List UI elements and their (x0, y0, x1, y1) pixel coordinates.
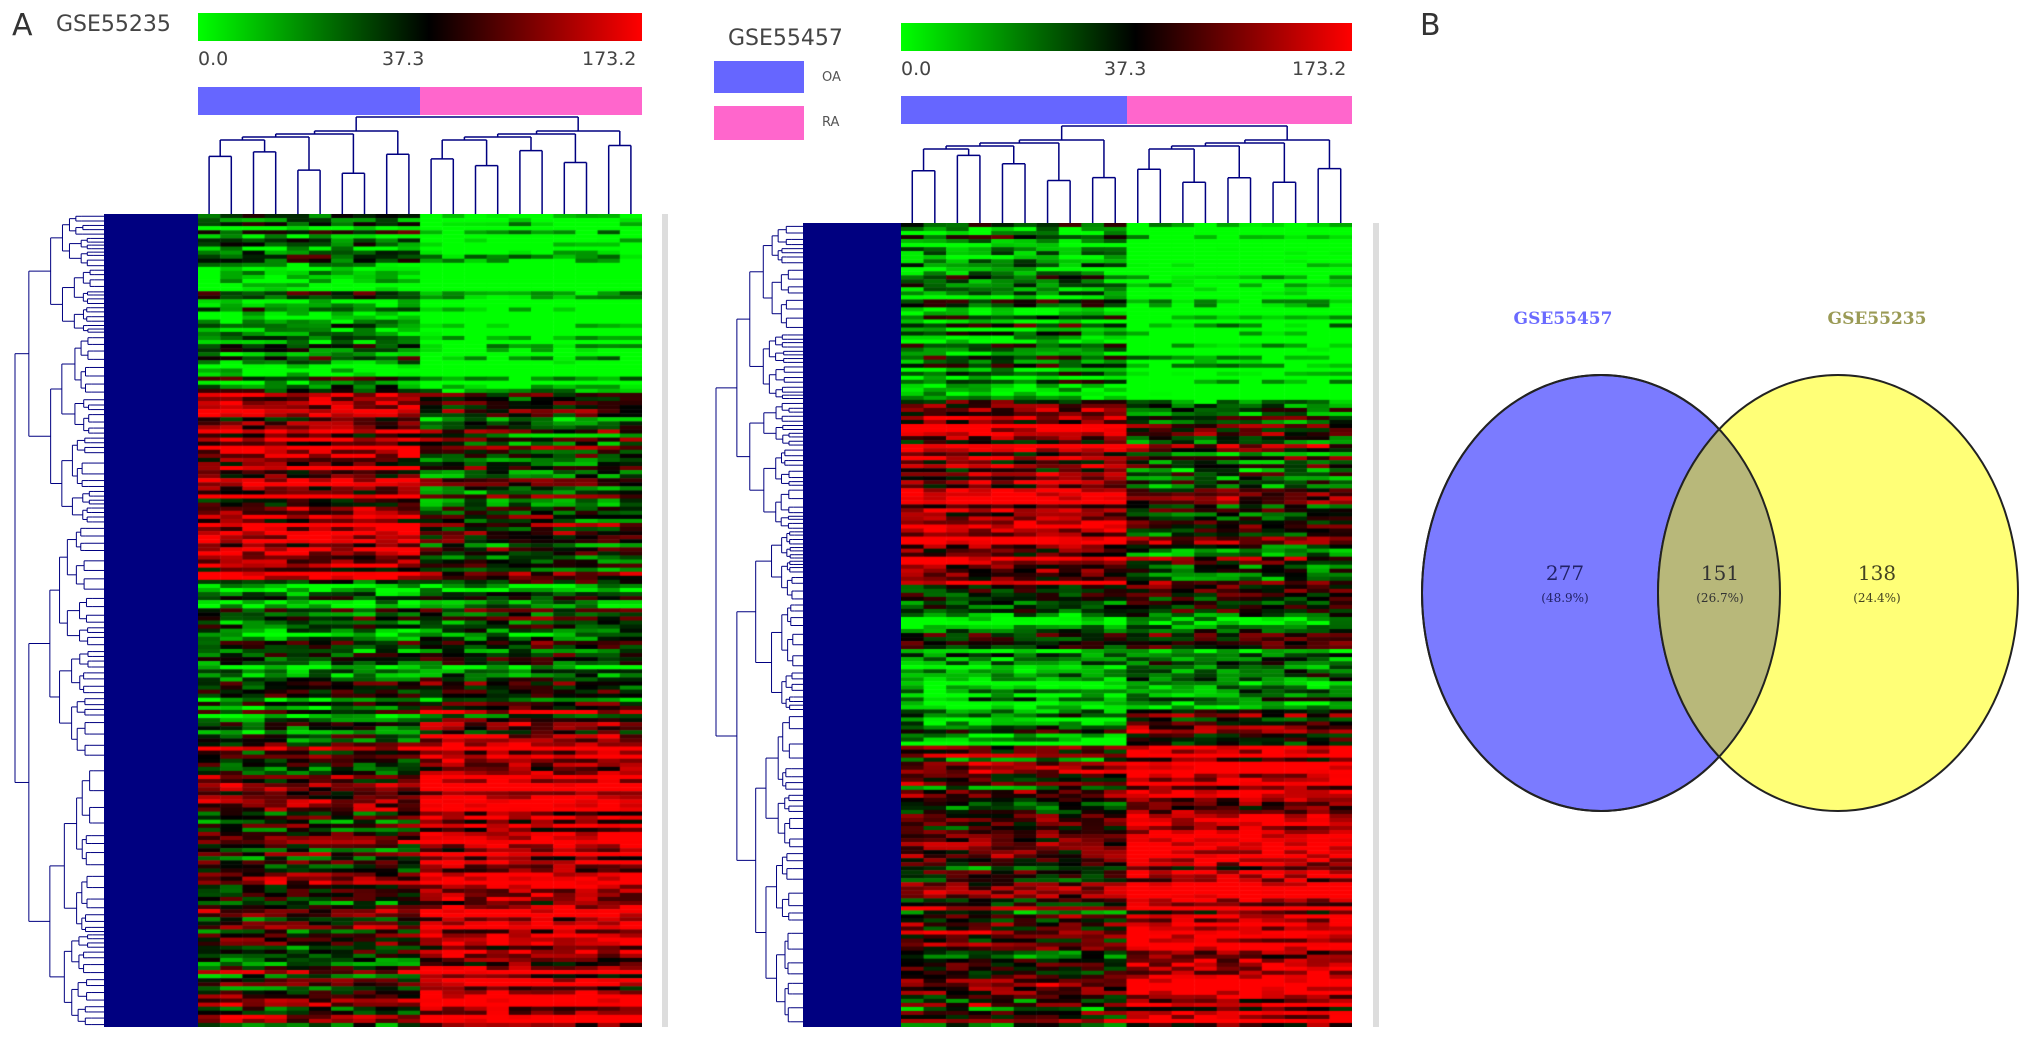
heatmap2-title: GSE55457 (728, 26, 843, 51)
heatmap1-scale-max: 173.2 (582, 48, 637, 70)
panel-b-letter: B (1420, 8, 1441, 43)
heatmap1-column-dendrogram (208, 116, 632, 215)
venn-overlap-pct: (26.7%) (1696, 591, 1743, 605)
legend-ra-swatch (714, 106, 804, 140)
legend-oa-label: OA (822, 70, 841, 85)
venn-overlap-region (1657, 375, 1780, 811)
heatmap1-title: GSE55235 (56, 12, 171, 37)
heatmap1-color-scale (198, 13, 642, 41)
heatmap2-row-labels (803, 223, 901, 1027)
heatmap1-group-bar (198, 87, 642, 115)
heatmap2-cells (901, 223, 1352, 1027)
venn-left-count: 277 (1546, 561, 1584, 585)
heatmap1-scale-mid: 37.3 (382, 48, 425, 70)
heatmap2-scale-mid: 37.3 (1104, 58, 1147, 80)
heatmap1-scrollbar (662, 214, 668, 1027)
venn-right-pct: (24.4%) (1853, 591, 1900, 605)
heatmap2-row-dendrogram (715, 225, 803, 1023)
group-ra (1126, 96, 1352, 124)
heatmap2-scale-max: 173.2 (1292, 58, 1347, 80)
group-ra (420, 87, 642, 115)
panel-a-letter: A (12, 8, 33, 43)
venn-overlap-count: 151 (1701, 561, 1739, 585)
heatmap2-color-scale (901, 23, 1352, 51)
legend-ra-label: RA (822, 115, 840, 130)
heatmap2-scale-min: 0.0 (901, 58, 932, 80)
heatmap1-row-dendrogram (14, 215, 104, 1026)
venn-left-label: GSE55457 (1514, 309, 1613, 329)
heatmap2-scrollbar (1373, 223, 1379, 1027)
group-oa (198, 87, 420, 115)
venn-right-count: 138 (1858, 561, 1896, 585)
heatmap1-row-labels (104, 214, 198, 1027)
venn-left-pct: (48.9%) (1541, 591, 1588, 605)
legend-oa-swatch (714, 61, 804, 93)
venn-right-label: GSE55235 (1828, 309, 1927, 329)
group-oa (901, 96, 1127, 124)
heatmap2-group-bar (901, 96, 1352, 124)
heatmap1-scale-min: 0.0 (198, 48, 229, 70)
venn-diagram: GSE55457 GSE55235 277 (48.9%) 151 (26.7%… (1421, 309, 2019, 812)
heatmap1-cells (198, 214, 642, 1027)
heatmap2-column-dendrogram (911, 125, 1342, 224)
